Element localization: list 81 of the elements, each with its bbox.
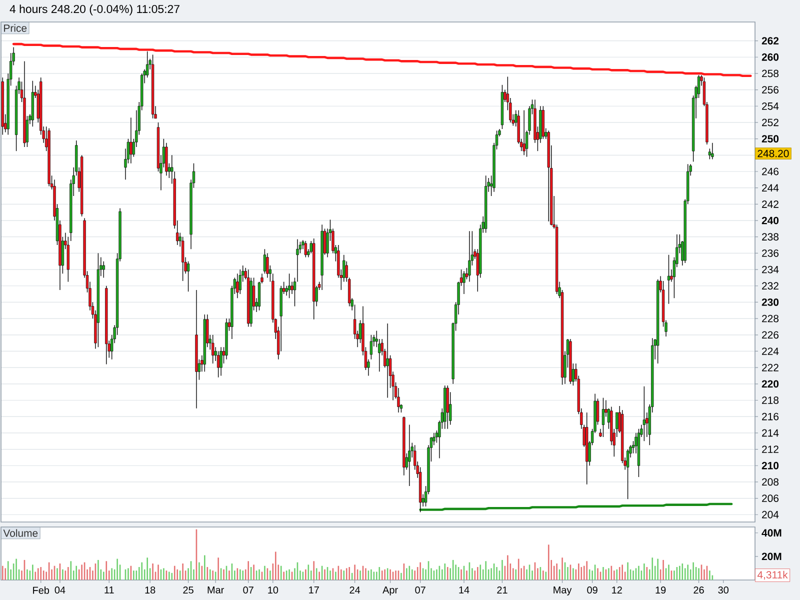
y-tick-label: 210	[762, 462, 779, 470]
x-tick-label: 25	[183, 586, 194, 594]
candlestick	[304, 240, 307, 258]
x-tick-label: 07	[243, 586, 254, 594]
candlestick	[216, 350, 220, 378]
candlestick	[186, 261, 190, 292]
y-tick-label: 20M	[762, 552, 782, 560]
y-tick-label: 220	[762, 380, 779, 388]
candlestick	[626, 448, 630, 500]
candlestick	[236, 273, 239, 298]
y-tick-label: 214	[762, 429, 779, 437]
y-tick-label: 226	[762, 331, 779, 339]
y-tick-label: 250	[762, 135, 779, 143]
y-tick-label: 224	[762, 348, 779, 355]
y-tick-label: 212	[762, 446, 778, 453]
y-tick-label: 244	[762, 184, 779, 192]
candlestick	[220, 346, 222, 376]
y-tick-label: 246	[762, 168, 779, 176]
candlestick	[468, 230, 471, 282]
x-tick-label: 12	[612, 586, 622, 594]
y-tick-label: 260	[762, 53, 779, 61]
candlestick	[102, 261, 105, 278]
candlestick	[602, 397, 605, 438]
y-tick-label: 228	[762, 314, 779, 322]
y-tick-label: 254	[762, 102, 779, 110]
x-tick-label: May	[554, 586, 572, 596]
y-tick-label: 232	[762, 282, 778, 290]
y-tick-label: 206	[762, 494, 779, 502]
y-tick-label: 256	[762, 86, 779, 94]
x-tick-label: 07	[415, 586, 426, 594]
x-tick-label: 09	[587, 586, 598, 594]
x-tick-label: 04	[54, 586, 66, 594]
candlestick	[462, 270, 466, 294]
candlestick	[182, 236, 184, 282]
x-tick-label: Apr	[382, 586, 398, 596]
candlestick	[386, 323, 389, 398]
x-tick-label: Feb	[33, 586, 50, 594]
candlestick	[263, 248, 266, 274]
x-tick-label: 11	[104, 586, 114, 594]
y-tick-label: 238	[762, 233, 779, 241]
x-tick-label: 30	[718, 586, 728, 594]
y-tick-label: 204	[762, 510, 779, 518]
candlestick	[288, 273, 291, 298]
y-tick-label: 218	[762, 396, 779, 404]
candlestick	[370, 334, 373, 360]
x-tick-label: 10	[268, 586, 278, 594]
x-tick-label: 21	[497, 586, 508, 594]
y-tick-label: 236	[762, 250, 779, 257]
y-axis-title: Price	[4, 24, 27, 32]
y-tick-label: 240	[762, 216, 779, 224]
candlestick	[408, 424, 411, 486]
candlestick	[522, 110, 526, 156]
x-tick-label: 26	[694, 586, 704, 594]
y-tick-label: 258	[762, 70, 779, 78]
candlestick	[266, 252, 269, 278]
chart-title: 4 hours 248.20 (-0.04%) 11:05:27	[10, 4, 180, 16]
candlestick	[238, 269, 242, 294]
text: 248.20	[758, 150, 789, 158]
candlestick	[667, 254, 670, 304]
x-tick-label: 19	[656, 586, 666, 594]
y-tick-label: 208	[762, 478, 779, 486]
candlestick	[290, 281, 294, 294]
y-tick-label: 234	[762, 266, 779, 274]
y-tick-label: 216	[762, 412, 779, 420]
y-tick-label: 252	[762, 118, 778, 126]
candlestick	[711, 142, 714, 160]
candlestick	[212, 334, 214, 364]
x-tick-label: 18	[145, 586, 156, 594]
x-tick-label: Mar	[208, 586, 224, 594]
x-tick-label: 17	[309, 586, 319, 594]
candlestick	[130, 117, 132, 164]
y-tick-label: 40M	[762, 529, 782, 537]
x-tick-label: 24	[350, 586, 360, 594]
y-tick-label: 230	[762, 298, 779, 306]
y-tick-label: 222	[762, 364, 778, 372]
x-tick-label: 14	[459, 586, 470, 594]
y-tick-label: 242	[762, 200, 778, 208]
y-axis-title: Volume	[3, 529, 38, 537]
text: 4,311k	[757, 570, 788, 580]
y-tick-label: 262	[762, 37, 779, 44]
candlestick	[642, 386, 646, 442]
